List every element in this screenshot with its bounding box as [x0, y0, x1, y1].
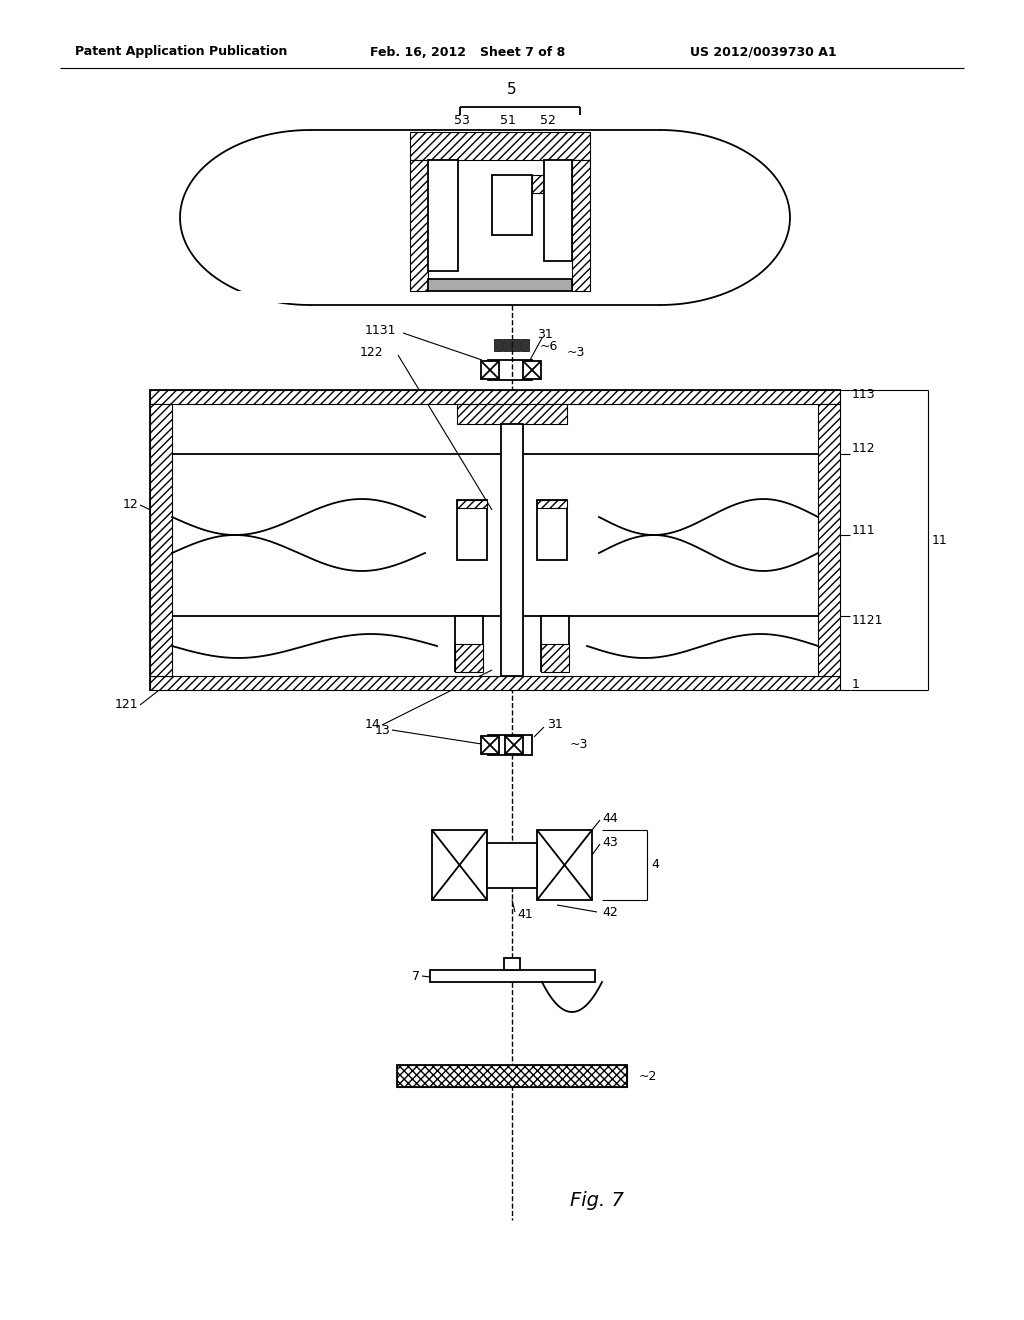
Bar: [521, 339, 529, 351]
Bar: [397, 1065, 627, 1086]
Text: 1131: 1131: [365, 323, 396, 337]
Bar: [481, 360, 499, 379]
Bar: [488, 735, 532, 755]
Text: ~3: ~3: [567, 346, 586, 359]
Bar: [494, 339, 502, 351]
Text: 31: 31: [537, 329, 553, 342]
Text: Fig. 7: Fig. 7: [570, 1191, 624, 1209]
Bar: [150, 404, 172, 676]
Text: 14: 14: [365, 718, 380, 731]
Bar: [457, 404, 567, 424]
Text: ~3: ~3: [570, 738, 589, 751]
Bar: [150, 676, 840, 690]
Bar: [537, 500, 567, 508]
Text: 111: 111: [852, 524, 876, 536]
Text: 12: 12: [122, 499, 138, 511]
Bar: [532, 176, 552, 193]
Bar: [504, 958, 520, 970]
Bar: [428, 160, 458, 271]
Text: 121: 121: [115, 698, 138, 711]
Bar: [182, 290, 362, 304]
Bar: [428, 279, 572, 290]
Bar: [492, 176, 532, 235]
Bar: [150, 389, 840, 690]
Text: Feb. 16, 2012: Feb. 16, 2012: [370, 45, 466, 58]
Text: 5: 5: [507, 82, 517, 96]
Bar: [523, 360, 541, 379]
Bar: [488, 360, 532, 380]
Bar: [455, 644, 483, 672]
Text: 122: 122: [360, 346, 384, 359]
Bar: [410, 132, 590, 160]
Text: 4: 4: [651, 858, 658, 871]
Bar: [512, 339, 520, 351]
Bar: [501, 424, 523, 676]
Text: 1: 1: [852, 678, 860, 692]
Bar: [397, 1065, 627, 1086]
Bar: [537, 500, 567, 560]
Text: 112: 112: [852, 442, 876, 455]
Bar: [487, 843, 537, 888]
Bar: [172, 404, 818, 676]
Text: 51: 51: [500, 114, 516, 127]
Text: 7: 7: [412, 969, 420, 982]
Bar: [457, 500, 487, 508]
Bar: [455, 616, 483, 671]
Bar: [572, 160, 590, 290]
Bar: [818, 404, 840, 676]
Text: 44: 44: [602, 812, 617, 825]
Text: 53: 53: [454, 114, 470, 127]
Text: US 2012/0039730 A1: US 2012/0039730 A1: [690, 45, 837, 58]
Text: 13: 13: [374, 723, 390, 737]
Text: ~6: ~6: [540, 339, 558, 352]
Bar: [150, 389, 840, 404]
Bar: [541, 644, 569, 672]
Text: 42: 42: [602, 906, 617, 919]
Bar: [432, 830, 487, 900]
Text: 52: 52: [540, 114, 556, 127]
Text: 31: 31: [547, 718, 563, 731]
Text: 11: 11: [932, 533, 948, 546]
Bar: [503, 339, 511, 351]
Bar: [541, 616, 569, 671]
Bar: [430, 970, 595, 982]
Text: ~2: ~2: [639, 1069, 657, 1082]
Bar: [537, 830, 592, 900]
Bar: [457, 500, 487, 560]
Text: 43: 43: [602, 836, 617, 849]
Text: Sheet 7 of 8: Sheet 7 of 8: [480, 45, 565, 58]
Bar: [505, 737, 523, 754]
Text: 1121: 1121: [852, 615, 884, 627]
Text: Patent Application Publication: Patent Application Publication: [75, 45, 288, 58]
Text: 113: 113: [852, 388, 876, 401]
Bar: [544, 160, 572, 261]
Bar: [481, 737, 499, 754]
Bar: [410, 160, 428, 290]
Text: 41: 41: [517, 908, 532, 920]
